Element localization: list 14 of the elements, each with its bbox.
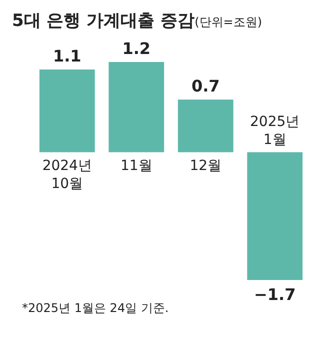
- x-tick-label: 11월: [120, 158, 152, 174]
- data-label: −1.7: [254, 285, 296, 304]
- bar: [39, 70, 95, 152]
- bar: [247, 152, 303, 280]
- bar: [108, 62, 164, 152]
- bar: [178, 100, 234, 152]
- data-label: 0.7: [191, 76, 220, 96]
- data-label: 1.2: [122, 39, 151, 58]
- text: *2025년 1월은 24일 기준.: [22, 301, 169, 315]
- x-tick-label: 12월: [190, 158, 222, 174]
- chart-subtitle: (단위=조원): [194, 15, 262, 29]
- x-tick-label: 2024년 10월: [42, 158, 92, 192]
- x-tick-label: 2025년 1월: [250, 114, 300, 148]
- data-label: 1.1: [52, 46, 82, 66]
